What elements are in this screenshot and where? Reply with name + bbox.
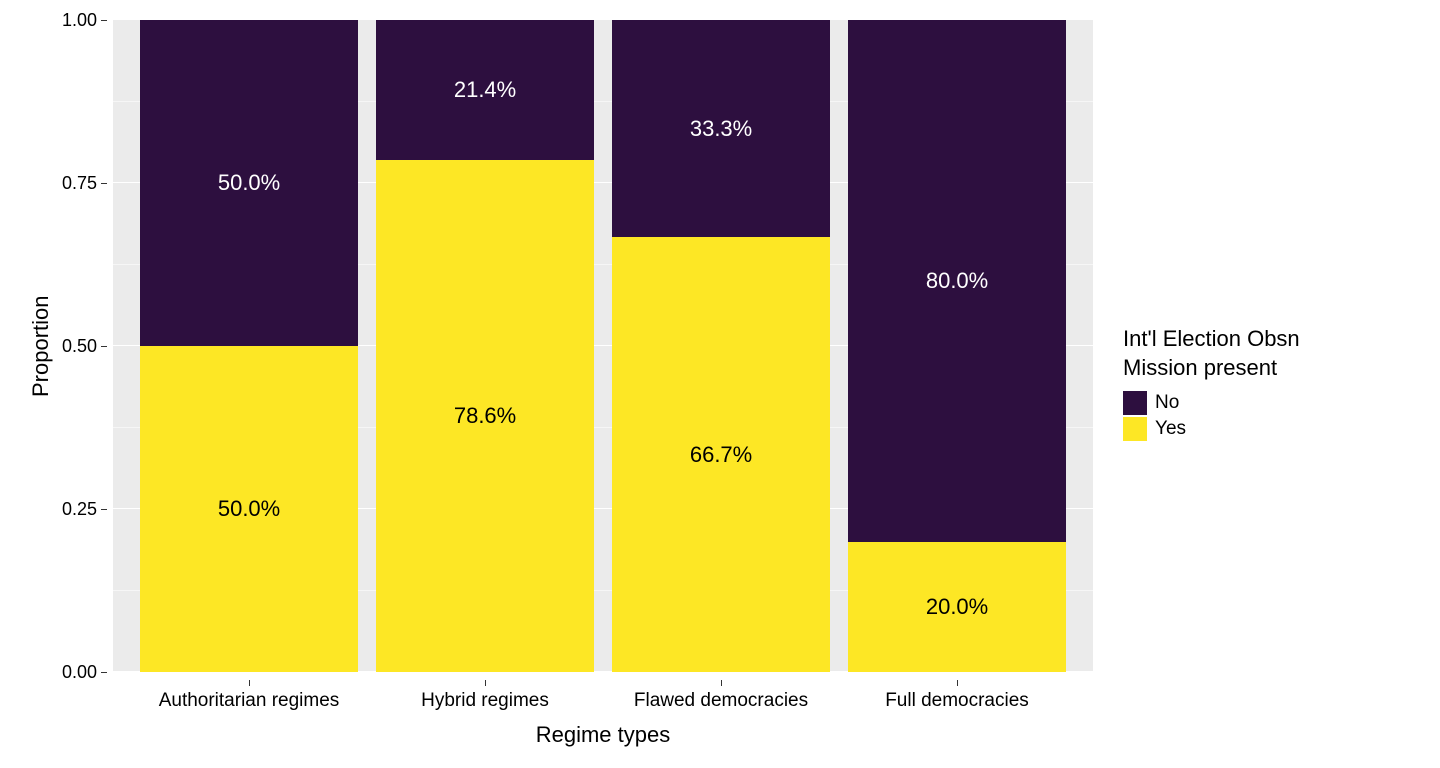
x-tick-label: Full democracies bbox=[885, 686, 1029, 712]
bars-row: 50.0%50.0%78.6%21.4%66.7%33.3%20.0%80.0% bbox=[113, 20, 1093, 672]
bar-segment-no: 21.4% bbox=[376, 20, 594, 160]
y-tick-mark bbox=[101, 346, 107, 347]
legend: Int'l Election Obsn Mission present No Ye… bbox=[1093, 325, 1300, 442]
y-tick-mark bbox=[101, 183, 107, 184]
x-tick: Authoritarian regimes bbox=[140, 680, 358, 712]
legend-title: Int'l Election Obsn Mission present bbox=[1123, 325, 1300, 382]
bar-segment-yes: 66.7% bbox=[612, 237, 830, 672]
x-axis-title: Regime types bbox=[113, 712, 1093, 748]
x-tick: Hybrid regimes bbox=[376, 680, 594, 712]
y-tick-label: 0.75 bbox=[62, 173, 101, 194]
y-tick-mark bbox=[101, 509, 107, 510]
x-tick-label: Flawed democracies bbox=[634, 686, 808, 712]
plot-row: Proportion 1.000.750.500.250.00 50.0%50.… bbox=[20, 20, 1093, 672]
axis-spacer bbox=[20, 672, 113, 748]
legend-title-line2: Mission present bbox=[1123, 355, 1277, 380]
y-tick-mark bbox=[101, 20, 107, 21]
bar-group: 20.0%80.0% bbox=[848, 20, 1066, 672]
x-tick-label: Authoritarian regimes bbox=[159, 686, 340, 712]
legend-label: Yes bbox=[1155, 418, 1186, 440]
legend-items: No Yes bbox=[1123, 391, 1300, 443]
y-tick-label: 0.25 bbox=[62, 499, 101, 520]
x-axis: Authoritarian regimes Hybrid regimes Flawe… bbox=[113, 672, 1093, 712]
bar-segment-no: 33.3% bbox=[612, 20, 830, 237]
bar-segment-no: 80.0% bbox=[848, 20, 1066, 542]
plot-area: 50.0%50.0%78.6%21.4%66.7%33.3%20.0%80.0% bbox=[113, 20, 1093, 672]
chart-main: Proportion 1.000.750.500.250.00 50.0%50.… bbox=[20, 20, 1093, 748]
legend-item: No bbox=[1123, 391, 1300, 415]
y-axis: 1.000.750.500.250.00 bbox=[62, 20, 113, 672]
bar-group: 78.6%21.4% bbox=[376, 20, 594, 672]
bar-segment-yes: 20.0% bbox=[848, 542, 1066, 672]
bar-segment-yes: 78.6% bbox=[376, 160, 594, 672]
y-tick-label: 1.00 bbox=[62, 10, 101, 31]
bar-segment-yes: 50.0% bbox=[140, 346, 358, 672]
y-tick-label: 0.00 bbox=[62, 662, 101, 683]
y-axis-title: Proportion bbox=[20, 20, 62, 672]
x-tick: Flawed democracies bbox=[612, 680, 830, 712]
y-tick-mark bbox=[101, 672, 107, 673]
legend-label: No bbox=[1155, 392, 1179, 414]
bar-segment-no: 50.0% bbox=[140, 20, 358, 346]
legend-title-line1: Int'l Election Obsn bbox=[1123, 326, 1300, 351]
x-tick: Full democracies bbox=[848, 680, 1066, 712]
chart-container: Proportion 1.000.750.500.250.00 50.0%50.… bbox=[20, 20, 1420, 748]
legend-swatch bbox=[1123, 391, 1147, 415]
bar-group: 50.0%50.0% bbox=[140, 20, 358, 672]
bar-group: 66.7%33.3% bbox=[612, 20, 830, 672]
legend-swatch bbox=[1123, 417, 1147, 441]
x-axis-row: Authoritarian regimes Hybrid regimes Flawe… bbox=[20, 672, 1093, 748]
x-tick-label: Hybrid regimes bbox=[421, 686, 549, 712]
legend-item: Yes bbox=[1123, 417, 1300, 441]
y-tick-label: 0.50 bbox=[62, 336, 101, 357]
